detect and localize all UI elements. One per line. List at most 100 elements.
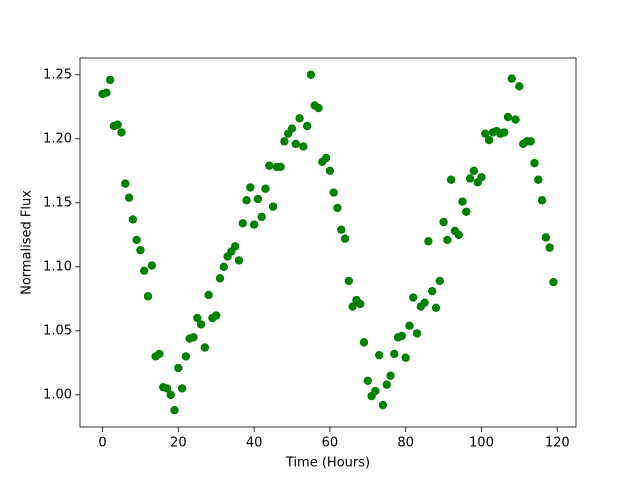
point xyxy=(246,183,255,192)
point xyxy=(140,266,149,275)
point xyxy=(534,175,543,184)
point xyxy=(321,153,331,163)
point xyxy=(401,353,410,362)
point xyxy=(253,194,263,204)
point xyxy=(363,376,372,385)
point xyxy=(291,139,300,149)
point xyxy=(446,175,456,184)
point xyxy=(302,121,312,131)
point xyxy=(230,242,240,251)
point xyxy=(549,277,558,287)
x-tick-label: 120 xyxy=(545,436,570,451)
point xyxy=(481,129,490,138)
point xyxy=(337,225,346,234)
point xyxy=(424,237,433,246)
x-tick-label: 20 xyxy=(170,436,187,451)
point xyxy=(526,137,535,146)
point xyxy=(136,245,145,255)
y-axis-label: Normalised Flux xyxy=(20,190,35,295)
point xyxy=(287,124,297,133)
y-tick-label: 1.25 xyxy=(43,67,72,82)
point xyxy=(477,173,486,182)
point xyxy=(132,235,141,245)
y-tick-label: 1.20 xyxy=(43,131,72,146)
point xyxy=(143,292,153,301)
point xyxy=(409,293,418,302)
point xyxy=(117,128,126,137)
point xyxy=(189,333,198,342)
point xyxy=(314,103,323,113)
point xyxy=(102,88,111,97)
point xyxy=(443,235,452,245)
point xyxy=(359,338,369,347)
point xyxy=(530,158,539,168)
point xyxy=(503,112,513,122)
point xyxy=(166,390,175,400)
point xyxy=(234,256,244,265)
point xyxy=(348,302,357,311)
point xyxy=(344,276,354,286)
point xyxy=(105,75,115,85)
point xyxy=(382,380,391,389)
point xyxy=(405,321,414,330)
point xyxy=(181,352,191,361)
point xyxy=(507,74,516,83)
y-tick-label: 1.05 xyxy=(43,323,72,338)
point xyxy=(261,184,270,193)
point xyxy=(162,384,172,393)
point xyxy=(374,350,384,360)
x-axis-label: Time (Hours) xyxy=(285,456,370,471)
point xyxy=(356,299,365,309)
point xyxy=(371,386,380,396)
point xyxy=(515,82,524,91)
point xyxy=(465,174,475,183)
point xyxy=(238,219,247,228)
point xyxy=(545,243,554,252)
point xyxy=(333,203,342,213)
point xyxy=(469,166,479,175)
point xyxy=(174,363,183,373)
x-tick-label: 100 xyxy=(469,436,494,451)
point xyxy=(280,137,289,146)
point xyxy=(306,70,316,79)
point xyxy=(454,230,463,240)
y-tick-label: 1.10 xyxy=(43,259,72,274)
point xyxy=(193,313,202,323)
point xyxy=(484,135,494,145)
point xyxy=(378,400,388,410)
plot-frame xyxy=(79,57,577,428)
point xyxy=(177,384,187,393)
x-tick-label: 0 xyxy=(98,436,106,451)
point xyxy=(420,298,429,307)
point xyxy=(299,142,308,151)
point xyxy=(541,233,551,242)
point xyxy=(147,261,157,270)
point xyxy=(219,262,228,272)
point xyxy=(390,349,399,359)
point xyxy=(113,120,122,129)
point xyxy=(257,212,266,222)
point xyxy=(249,220,259,229)
point xyxy=(276,162,285,172)
point xyxy=(265,161,274,170)
point xyxy=(155,349,164,359)
point xyxy=(412,329,422,338)
point xyxy=(386,371,395,380)
y-tick-label: 1.15 xyxy=(43,195,72,210)
point xyxy=(295,114,304,123)
point xyxy=(329,188,338,197)
x-tick-label: 80 xyxy=(397,436,414,451)
point xyxy=(128,215,138,224)
point xyxy=(499,128,509,137)
point xyxy=(397,331,407,341)
point xyxy=(439,217,448,227)
point xyxy=(268,202,278,211)
y-tick-label: 1.00 xyxy=(43,387,72,402)
point xyxy=(124,193,134,202)
x-tick-label: 40 xyxy=(246,436,263,451)
point xyxy=(170,406,179,415)
point xyxy=(196,320,206,329)
point xyxy=(435,276,444,286)
